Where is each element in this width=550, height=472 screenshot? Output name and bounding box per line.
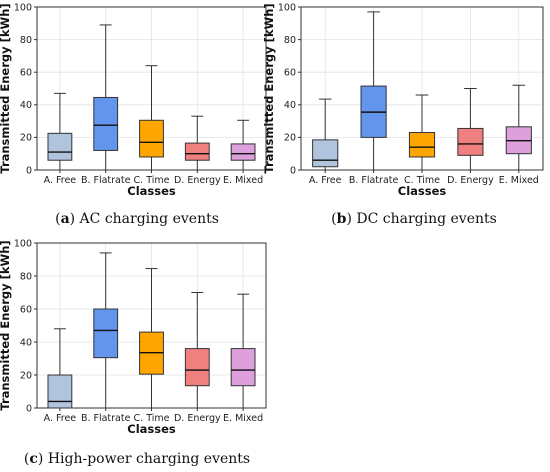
x-tick-label: C. Time	[134, 413, 170, 424]
box-body	[139, 119, 164, 158]
box-body	[457, 127, 484, 156]
x-axis-label: Classes	[398, 184, 447, 198]
y-tick-label: 60	[284, 68, 296, 79]
y-axis-label: Transmitted Energy [kWh]	[262, 3, 276, 173]
box-body	[93, 308, 119, 359]
box-body	[312, 139, 339, 168]
y-tick-label: 0	[290, 165, 296, 176]
chart-panel-b: 0 20 40 60 80 100 A. Free B. Flatrate C. Time D. …	[262, 2, 544, 227]
box-body	[184, 348, 210, 387]
x-tick-label: A. Free	[44, 413, 77, 424]
box-d-energy	[184, 115, 210, 171]
panel-caption: (c) High-power charging events	[24, 451, 250, 467]
y-tick-label: 40	[284, 100, 296, 111]
box-body	[230, 143, 256, 161]
box-b-flatrate	[93, 24, 119, 171]
y-tick-label: 40	[20, 337, 32, 348]
box-d-energy	[457, 88, 484, 171]
chart-panel-a: 0 20 40 60 80 100 A. Free B. Flatrate C. Time D. …	[0, 2, 267, 227]
x-tick-label: C. Time	[404, 175, 440, 186]
box-e-mixed	[230, 119, 256, 171]
box-body	[408, 132, 436, 158]
panel-caption: (b) DC charging events	[331, 211, 497, 227]
box-e-mixed	[230, 293, 256, 409]
box-e-mixed	[505, 84, 532, 171]
box-body	[47, 132, 73, 161]
panel-caption: (a) AC charging events	[55, 211, 219, 227]
y-tick-label: 100	[14, 238, 32, 249]
x-tick-label: E. Mixed	[223, 175, 263, 186]
x-tick-label: E. Mixed	[223, 413, 263, 424]
x-axis-label: Classes	[127, 422, 176, 436]
x-axis-label: Classes	[127, 184, 176, 198]
x-tick-label: D. Energy	[174, 175, 221, 186]
box-b-flatrate	[360, 11, 387, 171]
y-axis-label: Transmitted Energy [kWh]	[0, 240, 12, 410]
box-a-free	[47, 92, 73, 171]
x-tick-label: B. Flatrate	[349, 175, 399, 186]
box-c-time	[139, 268, 164, 409]
box-a-free	[47, 328, 73, 409]
y-tick-label: 20	[284, 133, 296, 144]
x-tick-label: C. Time	[134, 175, 170, 186]
box-c-time	[408, 94, 436, 171]
box-body	[93, 96, 119, 151]
x-tick-label: B. Flatrate	[81, 175, 131, 186]
x-tick-label: D. Energy	[447, 175, 494, 186]
box-body	[230, 348, 256, 387]
box-d-energy	[184, 292, 210, 409]
y-tick-label: 0	[26, 403, 32, 414]
x-tick-label: E. Mixed	[499, 175, 539, 186]
x-tick-label: B. Flatrate	[81, 413, 131, 424]
x-tick-label: A. Free	[309, 175, 342, 186]
box-body	[47, 374, 73, 409]
x-tick-label: A. Free	[44, 175, 77, 186]
box-b-flatrate	[93, 252, 119, 409]
y-tick-label: 80	[20, 35, 32, 46]
y-tick-label: 20	[20, 370, 32, 381]
y-tick-label: 100	[14, 2, 32, 13]
y-tick-label: 80	[20, 271, 32, 282]
box-a-free	[312, 98, 339, 171]
y-tick-label: 40	[20, 100, 32, 111]
y-tick-label: 60	[20, 68, 32, 79]
y-tick-label: 20	[20, 133, 32, 144]
y-axis-label: Transmitted Energy [kWh]	[0, 3, 12, 173]
y-tick-label: 60	[20, 304, 32, 315]
y-tick-label: 80	[284, 35, 296, 46]
y-tick-label: 100	[278, 2, 296, 13]
y-tick-label: 0	[26, 165, 32, 176]
chart-panel-c: 0 20 40 60 80 100 A. Free B. Flatrate C. Time D. …	[0, 238, 267, 467]
x-tick-label: D. Energy	[174, 413, 221, 424]
box-c-time	[139, 65, 164, 171]
box-body	[184, 142, 210, 161]
